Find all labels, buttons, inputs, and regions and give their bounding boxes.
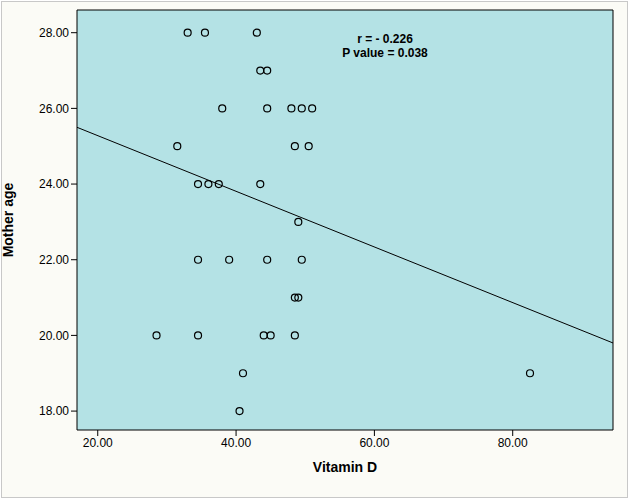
svg-text:80.00: 80.00 — [498, 436, 528, 450]
svg-text:20.00: 20.00 — [83, 436, 113, 450]
html-text:r = - 0.226: r = - 0.226 — [357, 32, 413, 46]
svg-text:24.00: 24.00 — [39, 177, 69, 191]
svg-text:Mother age: Mother age — [8, 182, 16, 257]
svg-text:20.00: 20.00 — [39, 329, 69, 343]
svg-text:Vitamin D: Vitamin D — [313, 459, 377, 475]
svg-text:26.00: 26.00 — [39, 102, 69, 116]
html-text:P value = 0.038: P value = 0.038 — [342, 46, 428, 60]
svg-text:40.00: 40.00 — [221, 436, 251, 450]
svg-text:28.00: 28.00 — [39, 26, 69, 40]
svg-text:18.00: 18.00 — [39, 404, 69, 418]
svg-text:60.00: 60.00 — [359, 436, 389, 450]
svg-text:22.00: 22.00 — [39, 253, 69, 267]
